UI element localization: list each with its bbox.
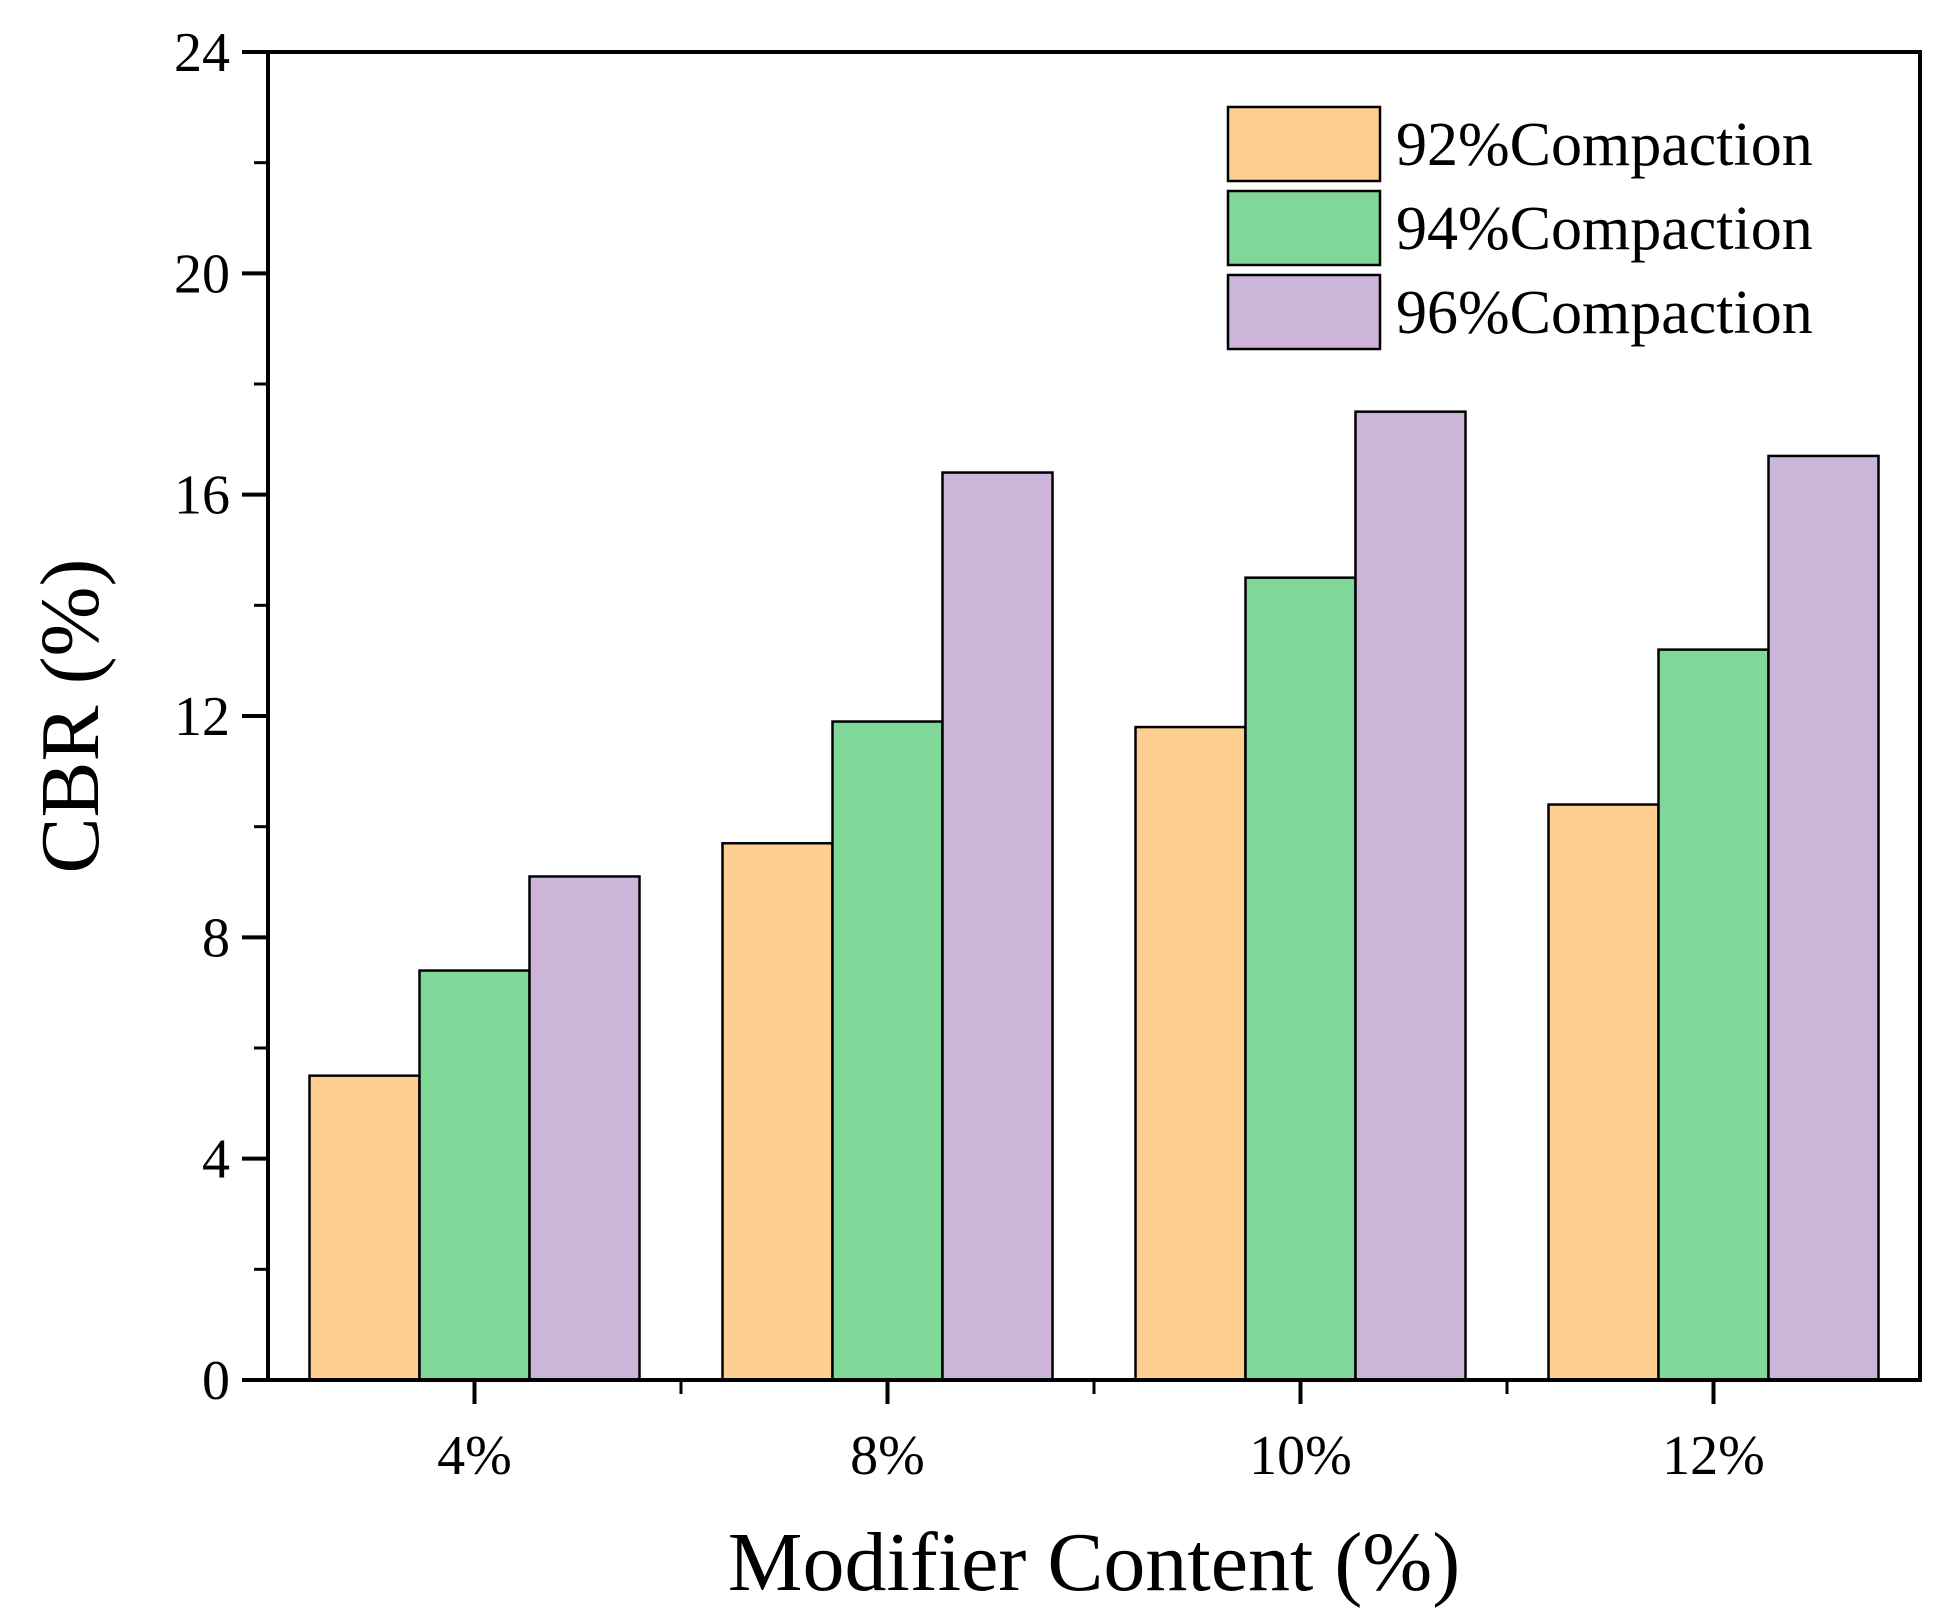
bar-10pct-92pctcompaction <box>1134 725 1247 1382</box>
y-tick-label: 4 <box>202 1129 230 1191</box>
legend-label: 94%Compaction <box>1396 195 1813 263</box>
x-tick-label: 4% <box>437 1425 512 1487</box>
axes-layer <box>242 50 1716 1404</box>
bars-layer <box>308 410 1880 1382</box>
y-tick-label: 0 <box>202 1350 230 1412</box>
bar-12pct-94pctcompaction <box>1657 648 1770 1382</box>
legend-label: 92%Compaction <box>1396 111 1813 179</box>
bar-10pct-94pctcompaction <box>1244 576 1357 1382</box>
x-tick-label: 12% <box>1662 1425 1765 1487</box>
bar-4pct-96pctcompaction <box>528 875 641 1382</box>
y-tick-labels: 0 4 8 12 16 20 24 <box>174 22 230 1412</box>
y-axis-title: CBR (%) <box>24 559 117 874</box>
x-axis-title: Modifier Content (%) <box>728 1516 1461 1609</box>
legend: 92%Compaction 94%Compaction 96%Compaction <box>1226 105 1813 351</box>
x-tick-label: 8% <box>850 1425 925 1487</box>
y-tick-label: 8 <box>202 907 230 969</box>
y-tick-label: 20 <box>174 243 230 305</box>
legend-label: 96%Compaction <box>1396 279 1813 347</box>
y-tick-label: 12 <box>174 686 230 748</box>
bar-12pct-96pctcompaction <box>1767 454 1880 1382</box>
legend-swatch <box>1226 189 1382 267</box>
bar-10pct-96pctcompaction <box>1354 410 1467 1382</box>
legend-swatch <box>1226 273 1382 351</box>
legend-swatch <box>1226 105 1382 183</box>
y-tick-label: 24 <box>174 22 230 84</box>
bar-4pct-92pctcompaction <box>308 1074 421 1382</box>
bar-4pct-94pctcompaction <box>418 969 531 1382</box>
bar-8pct-96pctcompaction <box>941 471 1054 1382</box>
y-tick-label: 16 <box>174 465 230 527</box>
x-tick-label: 10% <box>1249 1425 1352 1487</box>
bar-8pct-92pctcompaction <box>721 842 834 1382</box>
x-tick-labels: 4% 8% 10% 12% <box>437 1425 1765 1487</box>
bar-12pct-92pctcompaction <box>1547 803 1660 1382</box>
bar-8pct-94pctcompaction <box>831 720 944 1382</box>
